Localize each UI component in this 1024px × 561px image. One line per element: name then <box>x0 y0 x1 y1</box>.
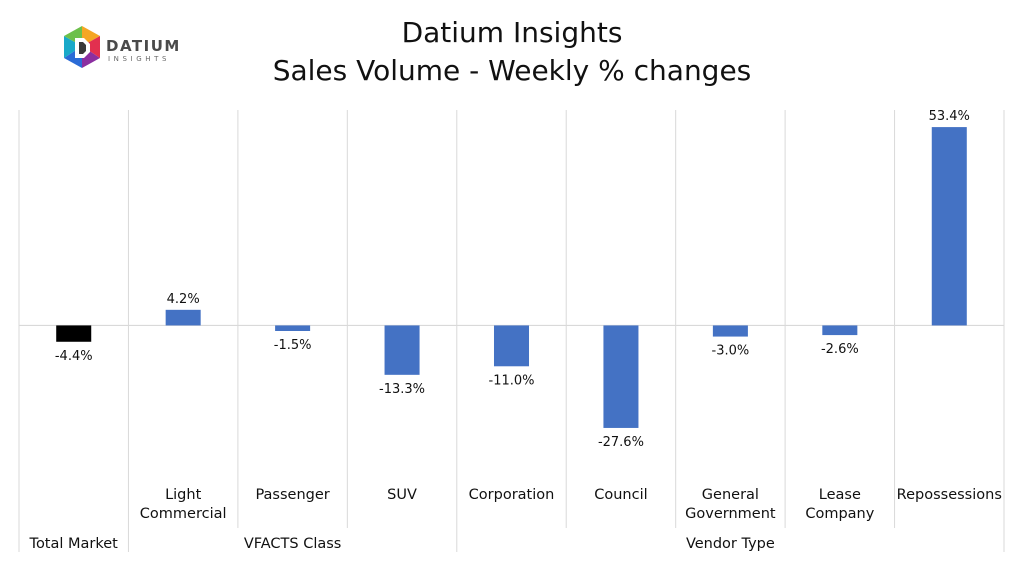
datium-logo: DATIUM INSIGHTS <box>62 24 202 78</box>
category-tick-label: Corporation <box>469 487 555 503</box>
category-tick-label: Commercial <box>140 506 227 522</box>
logo-facet <box>82 36 100 58</box>
bar <box>493 325 530 367</box>
category-tick-label: Repossessions <box>897 487 1002 503</box>
bar <box>603 325 639 428</box>
bar <box>931 127 967 326</box>
group-tick-label: VFACTS Class <box>244 536 342 552</box>
group-tick-label: Vendor Type <box>686 536 775 552</box>
logo-tagline: INSIGHTS <box>108 55 171 63</box>
data-label: 4.2% <box>167 292 200 307</box>
data-label: -1.5% <box>274 338 312 353</box>
category-tick-label: Council <box>594 487 647 503</box>
category-tick-label: Company <box>805 506 874 522</box>
logo-facet <box>64 36 82 58</box>
logo-wordmark: DATIUM <box>106 37 181 55</box>
data-label: -3.0% <box>712 344 750 359</box>
data-label: -11.0% <box>489 373 535 388</box>
category-tick-label: Government <box>685 506 776 522</box>
category-tick-label: SUV <box>387 487 417 503</box>
bar <box>712 325 748 337</box>
data-label: -4.4% <box>55 349 93 364</box>
chart-title-line-2: Sales Volume - Weekly % changes <box>272 54 752 87</box>
group-tick-label: Total Market <box>29 536 119 552</box>
data-label: 53.4% <box>929 109 970 124</box>
category-tick-label: Light <box>165 487 202 503</box>
bar <box>56 325 92 342</box>
logo-d-inner <box>79 42 86 54</box>
logo-mark-icon <box>64 26 100 68</box>
chart-title-line-1: Datium Insights <box>401 16 623 49</box>
category-tick-label: Passenger <box>255 487 329 503</box>
bar <box>275 325 311 331</box>
category-tick-label: General <box>702 487 759 503</box>
data-label: -27.6% <box>598 435 644 450</box>
data-label: -13.3% <box>379 382 425 397</box>
bar <box>822 325 858 336</box>
bar <box>384 325 420 375</box>
data-label: -2.6% <box>821 342 859 357</box>
category-tick-label: Lease <box>819 487 861 503</box>
bar <box>165 309 201 326</box>
